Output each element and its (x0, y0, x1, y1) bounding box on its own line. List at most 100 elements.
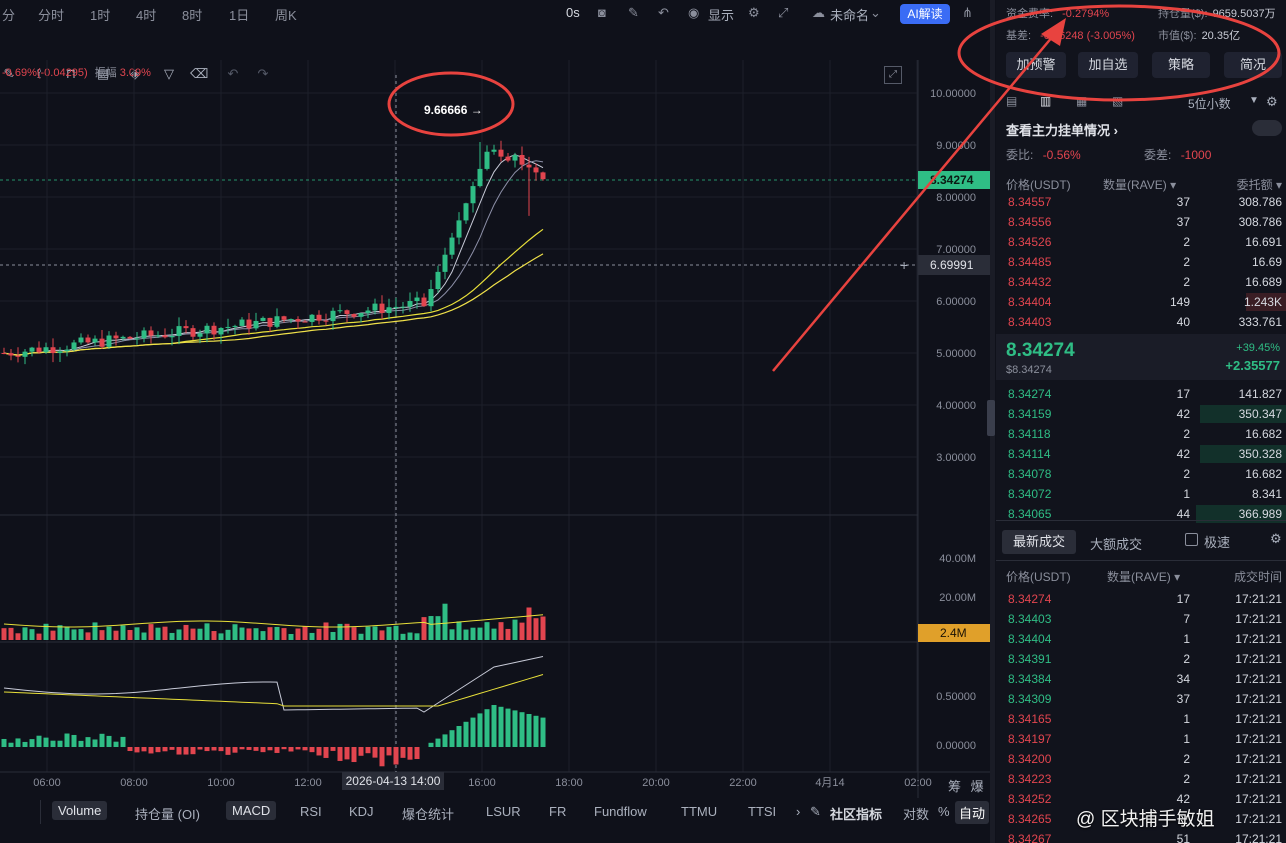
more-indicators-icon[interactable]: › (796, 804, 801, 819)
tf-1w[interactable]: 周K (275, 8, 297, 23)
pattern-tool-icon[interactable]: ⟟ (36, 66, 42, 81)
book-bids-icon[interactable]: ▥ (1040, 94, 1052, 108)
orderbook.asks-row[interactable]: 8.34557 37 308.786 (1000, 192, 1286, 212)
display-button[interactable]: 显示 (708, 8, 735, 23)
add-watchlist-button[interactable]: 加自选 (1078, 52, 1138, 78)
community-indicators[interactable]: 社区指标 (830, 807, 883, 822)
orderbook.bids-row[interactable]: 8.34114 42 350.328 (1000, 444, 1286, 464)
tab-latest-trades[interactable]: 最新成交 (1002, 530, 1076, 554)
note-icon[interactable]: ▤ (96, 66, 110, 81)
main-order-toggle[interactable] (1252, 120, 1282, 136)
liquidation-label[interactable]: 爆 (970, 779, 984, 794)
undo-box-icon[interactable]: ↶ (658, 5, 669, 20)
indicator-rsi[interactable]: RSI (300, 804, 322, 819)
orderbook.asks-row[interactable]: 8.34403 40 333.761 (1000, 312, 1286, 332)
volume-bar (484, 622, 490, 640)
book-both-icon[interactable]: ▤ (1006, 94, 1018, 108)
redo-icon[interactable]: ↷ (257, 66, 269, 81)
tf-1h[interactable]: 1时 (90, 8, 111, 23)
undo-icon[interactable]: ↶ (227, 66, 239, 81)
indicator-kdj[interactable]: KDJ (349, 804, 374, 819)
camera-icon[interactable]: ◙ (598, 5, 606, 20)
last-price-usd: $8.34274 (1006, 364, 1052, 376)
tab-large-trades[interactable]: 大额成交 (1090, 537, 1143, 552)
orderbook.asks-row[interactable]: 8.34404 149 1.243K (1000, 292, 1286, 312)
candle-body (477, 168, 483, 187)
log-scale-toggle[interactable]: 对数 (903, 807, 930, 822)
indicator-ttsi[interactable]: TTSI (748, 804, 777, 819)
trades-header-qty[interactable]: 数量(RAVE) ▾ (1107, 570, 1181, 584)
orderbook.asks-row[interactable]: 8.34432 2 16.689 (1000, 272, 1286, 292)
tf-8h[interactable]: 8时 (182, 8, 203, 23)
orderbook.bids-cell: 350.328 (1238, 447, 1282, 461)
trade-cell: 2 (1183, 752, 1190, 766)
kline-chart[interactable]: 10.000009.000008.000007.000006.000005.00… (0, 60, 990, 798)
orderbook.bids-row[interactable]: 8.34159 42 350.347 (1000, 404, 1286, 424)
orderbook.asks-row[interactable]: 8.34556 37 308.786 (1000, 212, 1286, 232)
settings-icon[interactable]: ⚙ (748, 5, 760, 20)
auto-scale-toggle[interactable]: 自动 (955, 801, 990, 824)
orderbook.bids-row[interactable]: 8.34072 1 8.341 (1000, 484, 1286, 504)
decimals-select[interactable]: 5位小数 (1188, 97, 1231, 111)
macd-bar (155, 747, 161, 753)
fullscreen-icon[interactable]: ⤢ (778, 5, 789, 20)
trade-row: 8.34223 2 17:21:21 (1000, 769, 1286, 789)
orderbook.bids-cell: 8.34072 (1008, 487, 1052, 501)
trash-icon[interactable]: ⌫ (190, 66, 209, 81)
volume-bar (365, 626, 371, 640)
orderbook.asks-cell: 16.69 (1251, 255, 1282, 269)
edit-icon[interactable]: ✎ (810, 804, 821, 819)
chevron-down-icon[interactable]: ⌄ (870, 5, 881, 20)
book-asks-icon[interactable]: ▦ (1076, 94, 1088, 108)
overview-button[interactable]: 简况 (1224, 52, 1282, 78)
book-depth-icon[interactable]: ▧ (1112, 94, 1124, 108)
tf-4h[interactable]: 4时 (136, 8, 157, 23)
indicator-oi[interactable]: 持仓量 (OI) (135, 807, 200, 822)
orderbook.bids-row[interactable]: 8.34274 17 141.827 (1000, 384, 1286, 404)
indicator-ttmu[interactable]: TTMU (681, 804, 718, 819)
chevron-down-icon[interactable]: ▼ (1249, 95, 1259, 106)
ob-header-qty[interactable]: 数量(RAVE) ▾ (1103, 178, 1177, 192)
candle-body (183, 326, 189, 329)
orderbook.asks-row[interactable]: 8.34485 2 16.69 (1000, 252, 1286, 272)
trade-cell: 8.34384 (1008, 672, 1052, 686)
indicator-fr[interactable]: FR (549, 804, 567, 819)
magnet-icon[interactable]: ◈ (130, 66, 140, 81)
main-order-link[interactable]: 查看主力挂单情况 › (1006, 123, 1118, 138)
tf-1m[interactable]: 分 (2, 8, 16, 23)
indicator-macd[interactable]: MACD (226, 801, 277, 820)
ob-header-amount[interactable]: 委托额 ▾ (1236, 178, 1282, 192)
lock-icon[interactable]: ⊓ (65, 66, 77, 81)
tf-1d[interactable]: 1日 (229, 8, 250, 23)
filter-icon[interactable]: ▽ (164, 66, 174, 81)
orderbook.bids-row[interactable]: 8.34065 44 366.989 (1000, 504, 1286, 524)
fast-checkbox[interactable] (1185, 533, 1198, 546)
line-tool-icon[interactable]: ✎ (3, 66, 15, 81)
eye-icon[interactable]: ◉ (688, 5, 700, 20)
template-select[interactable]: 未命名 (830, 8, 870, 23)
candle-body (169, 336, 175, 338)
tf-timeline[interactable]: 分时 (38, 8, 65, 23)
gear-icon[interactable]: ⚙ (1270, 531, 1282, 546)
add-alert-button[interactable]: 加预警 (1006, 52, 1066, 78)
indicator-lsur[interactable]: LSUR (486, 804, 521, 819)
indicator-fundflow[interactable]: Fundflow (594, 804, 647, 819)
gear-icon[interactable]: ⚙ (1266, 94, 1278, 109)
candle-body (330, 310, 336, 322)
indicator-volume[interactable]: Volume (52, 801, 108, 820)
volume-bar (435, 616, 441, 640)
volume-bar (78, 629, 84, 640)
orderbook.asks-row[interactable]: 8.34526 2 16.691 (1000, 232, 1286, 252)
collapse-handle[interactable] (987, 400, 995, 436)
strategy-button[interactable]: 策略 (1152, 52, 1210, 78)
share-icon[interactable]: ⋔ (962, 5, 973, 20)
plus-icon[interactable]: + (900, 257, 909, 273)
orderbook.bids-row[interactable]: 8.34078 2 16.682 (1000, 464, 1286, 484)
orderbook.bids-row[interactable]: 8.34118 2 16.682 (1000, 424, 1286, 444)
percent-toggle[interactable]: % (938, 804, 950, 819)
ai-analysis-button[interactable]: AI解读 (900, 4, 950, 24)
chips-label[interactable]: 筹 (948, 779, 962, 794)
candle-body (232, 325, 238, 327)
pen-icon[interactable]: ✎ (628, 5, 639, 20)
indicator-liquidation[interactable]: 爆仓统计 (402, 807, 455, 822)
